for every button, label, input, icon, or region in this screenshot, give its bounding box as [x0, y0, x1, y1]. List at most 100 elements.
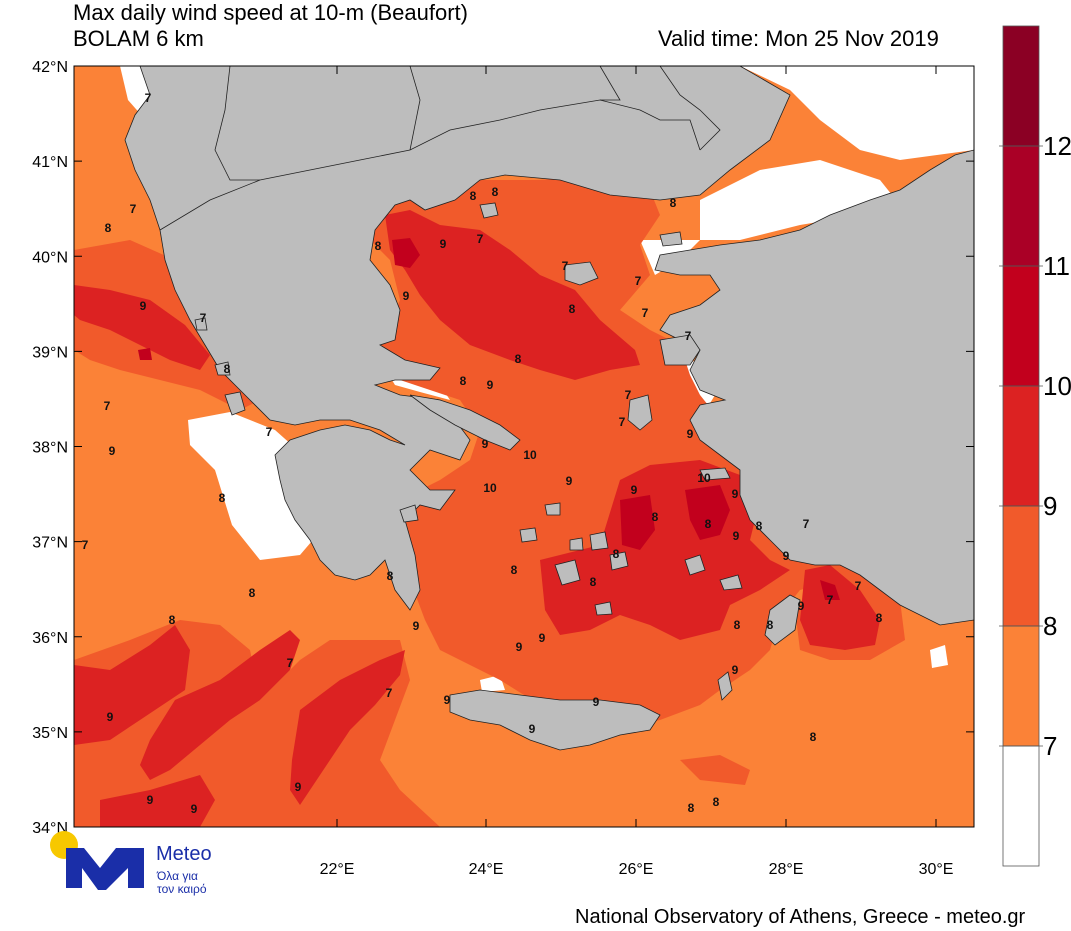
contour-label: 7 [386, 686, 393, 700]
colorbar-segment [1002, 745, 1040, 867]
contour-label: 8 [105, 221, 112, 235]
contour-label: 9 [593, 695, 600, 709]
contour-label: 8 [224, 362, 231, 376]
lat-tick-label: 37°N [32, 535, 68, 552]
contour-label: 7 [685, 329, 692, 343]
colorbar-label: 11 [1043, 251, 1070, 281]
contour-label: 9 [783, 549, 790, 563]
colorbar-segment [1002, 625, 1040, 747]
contour-label: 8 [249, 586, 256, 600]
lat-tick-label: 39°N [32, 344, 68, 361]
contour-label: 7 [104, 399, 111, 413]
meteo-logo [50, 831, 144, 890]
contour-label: 9 [444, 693, 451, 707]
longitude-axis: 22°E 24°E 26°E 28°E 30°E [320, 66, 953, 878]
contour-label: 8 [515, 352, 522, 366]
contour-label: 8 [810, 730, 817, 744]
colorbar-label: 9 [1043, 491, 1058, 521]
contour-label: 8 [670, 196, 677, 210]
contour-label: 7 [619, 415, 626, 429]
contour-label: 9 [482, 437, 489, 451]
contour-label: 8 [652, 510, 659, 524]
contour-label: 7 [803, 517, 810, 531]
bft11-areas [138, 238, 840, 600]
contour-label: 8 [756, 519, 763, 533]
contour-label: 7 [82, 538, 89, 552]
meteo-m-icon [66, 848, 144, 890]
contour-label: 8 [460, 374, 467, 388]
contour-label: 10 [523, 448, 537, 462]
contour-label: 9 [732, 487, 739, 501]
contour-label: 9 [566, 474, 573, 488]
colorbar-label: 8 [1043, 611, 1058, 641]
contour-label: 8 [734, 618, 741, 632]
contour-label: 8 [169, 613, 176, 627]
contour-label: 8 [613, 547, 620, 561]
lon-tick-label: 22°E [320, 861, 355, 878]
footer-credit: National Observatory of Athens, Greece -… [575, 906, 1026, 928]
contour-label: 8 [511, 563, 518, 577]
contour-label: 7 [200, 311, 207, 325]
colorbar-segment [1002, 265, 1040, 387]
contour-label: 8 [470, 189, 477, 203]
contour-label: 9 [295, 780, 302, 794]
lat-tick-label: 35°N [32, 725, 68, 742]
contour-label: 7 [477, 232, 484, 246]
logo-tagline-2: τον καιρό [157, 882, 207, 896]
contour-label: 8 [713, 795, 720, 809]
contour-label: 8 [590, 575, 597, 589]
colorbar [999, 25, 1043, 867]
contour-label: 10 [697, 471, 711, 485]
contour-label: 9 [191, 802, 198, 816]
contour-label: 8 [375, 239, 382, 253]
contour-label: 9 [109, 444, 116, 458]
contour-label: 7 [642, 306, 649, 320]
colorbar-label: 12 [1043, 131, 1071, 161]
contour-label: 9 [529, 722, 536, 736]
contour-label: 9 [539, 631, 546, 645]
contour-label: 8 [688, 801, 695, 815]
contour-label: 9 [733, 529, 740, 543]
contour-label: 7 [625, 388, 632, 402]
contour-label: 9 [687, 427, 694, 441]
logo-tagline-1: Όλα για [157, 869, 198, 883]
contour-label: 9 [798, 599, 805, 613]
lon-tick-label: 26°E [619, 861, 654, 878]
colorbar-segment [1002, 385, 1040, 507]
contour-label: 9 [107, 710, 114, 724]
contour-label: 7 [635, 274, 642, 288]
contour-label: 7 [287, 656, 294, 670]
contour-label: 8 [705, 517, 712, 531]
contour-label: 7 [855, 579, 862, 593]
colorbar-segment [1002, 505, 1040, 627]
contour-label: 7 [827, 593, 834, 607]
contour-label: 9 [140, 299, 147, 313]
lat-tick-label: 40°N [32, 249, 68, 266]
contour-label: 9 [631, 483, 638, 497]
contour-label: 9 [403, 289, 410, 303]
colorbar-segment [1002, 145, 1040, 267]
latitude-axis: 42°N41°N40°N39°N38°N37°N36°N35°N34°N [32, 59, 974, 837]
contour-label: 8 [492, 185, 499, 199]
lon-tick-label: 24°E [469, 861, 504, 878]
map-title: Max daily wind speed at 10-m (Beaufort) [73, 0, 468, 25]
lat-tick-label: 41°N [32, 154, 68, 171]
contour-label: 7 [266, 425, 273, 439]
colorbar-label: 10 [1043, 371, 1071, 401]
contour-label: 8 [876, 611, 883, 625]
country-borders [159, 66, 721, 231]
lat-tick-label: 42°N [32, 59, 68, 76]
colorbar-segment [1002, 25, 1040, 147]
contour-label: 8 [569, 302, 576, 316]
contour-label: 9 [413, 619, 420, 633]
contour-label: 9 [516, 640, 523, 654]
model-subtitle: BOLAM 6 km [73, 26, 204, 51]
contour-label: 7 [130, 202, 137, 216]
contour-label: 7 [145, 91, 152, 105]
land-areas [124, 66, 974, 751]
lat-tick-label: 36°N [32, 630, 68, 647]
contour-label: 9 [440, 237, 447, 251]
lon-tick-label: 28°E [769, 861, 804, 878]
contour-label: 8 [219, 491, 226, 505]
